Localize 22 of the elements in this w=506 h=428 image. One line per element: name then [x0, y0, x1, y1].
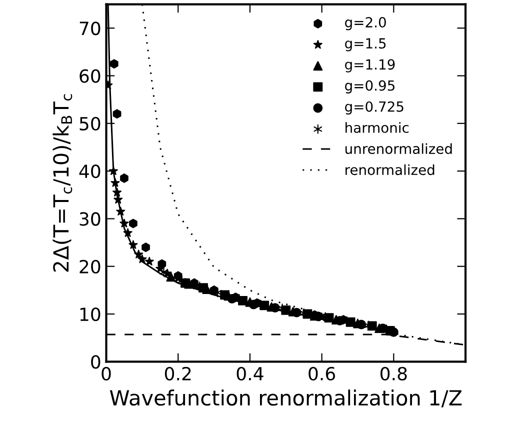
legend-label: g=2.0: [345, 17, 386, 30]
x-tick-label: 0.4: [236, 366, 264, 380]
y-tick-label: 40: [79, 164, 100, 178]
y-tick-label: 20: [80, 260, 100, 274]
y-tick-label: 70: [80, 22, 100, 36]
y-tick-label: 30: [80, 212, 100, 226]
x-tick-label: 0: [102, 366, 111, 380]
legend-label: unrenormalized: [345, 143, 452, 154]
legend-label: g=1.19: [345, 59, 395, 72]
y-tick-label: 60: [80, 69, 100, 83]
x-tick-label: 0.6: [308, 366, 336, 380]
x-axis-title: Wavefunction renormalization 1/Z: [110, 390, 462, 408]
x-tick-label: 0.2: [164, 366, 191, 380]
y-tick-label: 10: [80, 307, 100, 322]
legend-label: g=1.5: [345, 38, 386, 52]
y-axis-title: 2Δ(T=T$_{c}$/10)/k$_{B}$T$_{c}$: [52, 94, 72, 272]
legend-label: g=0.725: [345, 101, 404, 115]
x-tick-label: 0.8: [380, 366, 407, 380]
y-tick-label: 50: [80, 116, 100, 131]
legend-label: g=0.95: [345, 80, 394, 94]
y-tick-label: 0: [91, 355, 100, 369]
legend-label: renormalized: [346, 164, 434, 176]
